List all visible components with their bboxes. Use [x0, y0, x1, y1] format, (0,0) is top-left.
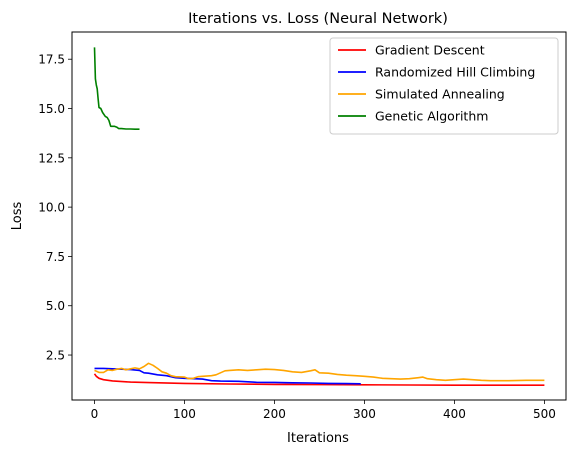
chart-title: Iterations vs. Loss (Neural Network) — [188, 11, 448, 27]
y-tick-label: 17.5 — [38, 53, 65, 67]
series-line-gradient-descent — [93, 373, 545, 386]
legend-box — [329, 37, 559, 135]
y-tick-label: 10.0 — [38, 201, 65, 215]
x-tick-label: 0 — [91, 407, 99, 421]
y-axis-label: Loss — [10, 202, 25, 231]
y-tick-label: 7.5 — [46, 250, 65, 264]
series-line-genetic-algorithm — [93, 47, 140, 130]
series-line-simulated-annealing — [94, 362, 545, 382]
y-tick-label: 2.5 — [46, 349, 65, 363]
legend: Gradient Descent Randomized Hill Climbing… — [329, 37, 559, 135]
x-tick-label: 300 — [353, 407, 376, 421]
x-tick-label: 200 — [263, 407, 286, 421]
x-tick-label: 100 — [173, 407, 196, 421]
y-tick-label: 12.5 — [38, 151, 65, 165]
legend-label: Gradient Descent — [375, 43, 485, 58]
x-tick-label: 400 — [443, 407, 466, 421]
y-tick-label: 5.0 — [46, 299, 65, 313]
series-layer — [93, 47, 545, 386]
legend-label: Randomized Hill Climbing — [375, 65, 535, 80]
x-axis: 0 100 200 300 400 500 — [91, 400, 556, 421]
legend-label: Simulated Annealing — [375, 87, 505, 102]
legend-label: Genetic Algorithm — [375, 109, 488, 124]
x-tick-label: 500 — [533, 407, 556, 421]
y-tick-label: 15.0 — [38, 102, 65, 116]
y-axis: 2.5 5.0 7.5 10.0 12.5 15.0 17.5 — [38, 53, 72, 363]
x-axis-label: Iterations — [287, 431, 349, 446]
